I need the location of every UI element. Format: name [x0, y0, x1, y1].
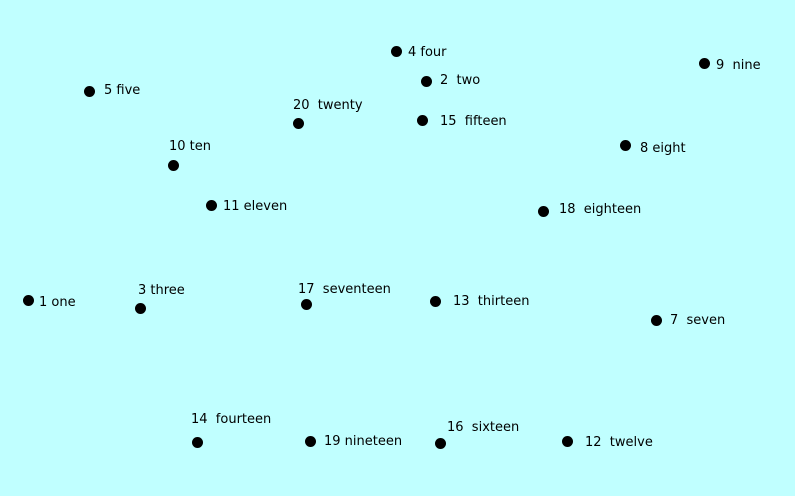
point-sixteen-dot[interactable]: [434, 437, 446, 449]
point-sixteen-label: 16 sixteen: [447, 420, 520, 435]
point-two-dot[interactable]: [420, 75, 432, 87]
point-twelve-label: 12 twelve: [585, 435, 653, 450]
point-eight-dot[interactable]: [619, 139, 631, 151]
point-seventeen-dot[interactable]: [300, 298, 312, 310]
point-thirteen-label: 13 thirteen: [453, 294, 530, 309]
point-two-label: 2 two: [440, 73, 481, 88]
point-eleven-dot[interactable]: [205, 199, 217, 211]
point-five-dot[interactable]: [83, 85, 95, 97]
point-seven-label: 7 seven: [670, 313, 726, 328]
point-four-label: 4 four: [408, 45, 447, 60]
point-twenty-dot[interactable]: [292, 117, 304, 129]
point-twenty-label: 20 twenty: [293, 98, 363, 113]
point-nine-label: 9 nine: [716, 58, 761, 73]
point-eighteen-label: 18 eighteen: [559, 202, 642, 217]
point-one-dot[interactable]: [22, 294, 34, 306]
point-nineteen-label: 19 nineteen: [324, 434, 403, 449]
point-fifteen-dot[interactable]: [416, 114, 428, 126]
point-ten-dot[interactable]: [167, 159, 179, 171]
point-eleven-label: 11 eleven: [223, 199, 288, 214]
point-four-dot[interactable]: [390, 45, 402, 57]
point-fourteen-label: 14 fourteen: [191, 412, 272, 427]
point-one-label: 1 one: [39, 295, 76, 310]
point-five-label: 5 five: [104, 83, 141, 98]
point-three-dot[interactable]: [134, 302, 146, 314]
point-ten-label: 10 ten: [169, 139, 212, 154]
point-eight-label: 8 eight: [640, 141, 686, 156]
point-fourteen-dot[interactable]: [191, 436, 203, 448]
point-seventeen-label: 17 seventeen: [298, 282, 391, 297]
point-nineteen-dot[interactable]: [304, 435, 316, 447]
point-fifteen-label: 15 fifteen: [440, 114, 507, 129]
point-seven-dot[interactable]: [650, 314, 662, 326]
point-thirteen-dot[interactable]: [429, 295, 441, 307]
point-nine-dot[interactable]: [698, 57, 710, 69]
point-three-label: 3 three: [138, 283, 185, 298]
point-twelve-dot[interactable]: [561, 435, 573, 447]
point-eighteen-dot[interactable]: [537, 205, 549, 217]
